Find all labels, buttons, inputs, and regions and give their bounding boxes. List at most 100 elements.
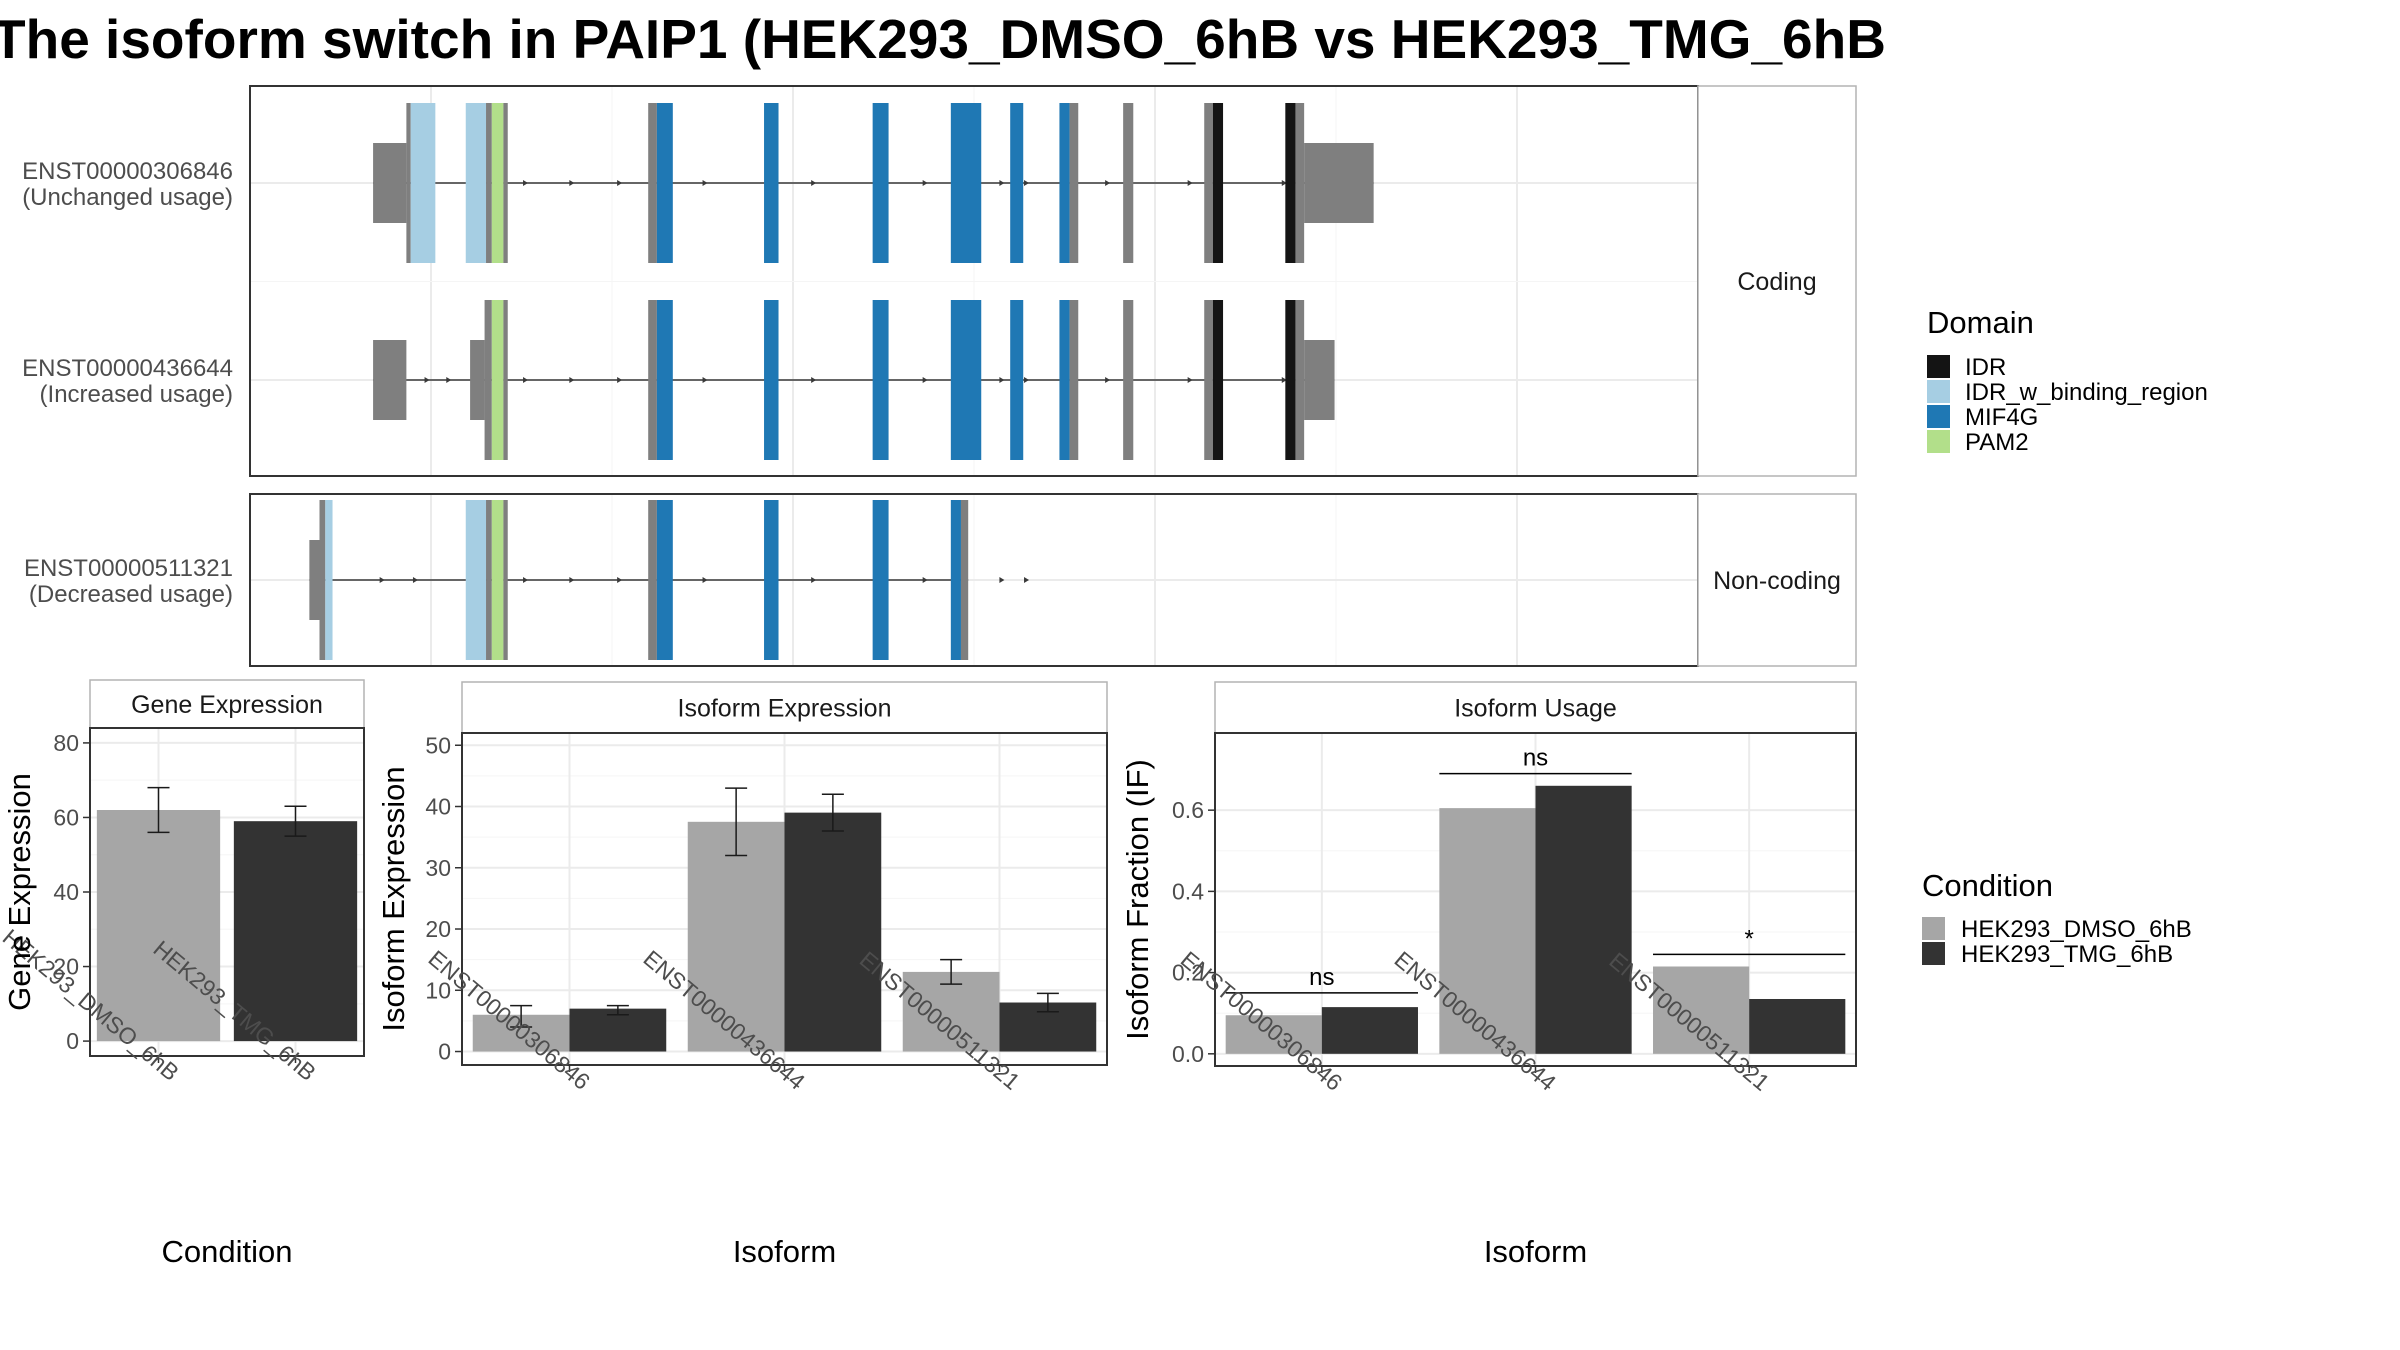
strand-arrow	[702, 180, 708, 186]
strand-arrow	[811, 180, 817, 186]
transcript-usage-label: (Decreased usage)	[29, 581, 233, 608]
strand-arrow	[569, 577, 575, 583]
domain-PAM2	[491, 300, 504, 460]
utr-exon	[309, 540, 320, 620]
legend-label: MIF4G	[1965, 404, 2038, 431]
y-tick-label: 30	[425, 855, 451, 881]
legend-key	[1922, 942, 1945, 965]
domain-MIF4G	[1059, 300, 1070, 460]
domain-IDR_w_binding_region	[325, 500, 333, 660]
legend-label: IDR_w_binding_region	[1965, 379, 2208, 406]
cds-exon	[486, 500, 492, 660]
strand-arrow	[1281, 180, 1287, 186]
strand-arrow	[811, 577, 817, 583]
strand-arrow	[617, 377, 623, 383]
domain-MIF4G	[1010, 103, 1024, 263]
strip-background	[1697, 493, 1857, 667]
strand-arrow	[617, 577, 623, 583]
domain-MIF4G	[764, 500, 779, 660]
domain-MIF4G	[656, 103, 673, 263]
strand-arrow	[1024, 180, 1030, 186]
strand-arrow	[523, 577, 529, 583]
bar	[569, 1008, 667, 1052]
x-axis-title: Condition	[162, 1234, 293, 1269]
strand-arrow	[702, 577, 708, 583]
bar	[1535, 785, 1632, 1054]
strand-arrow	[523, 180, 529, 186]
significance-label: ns	[1523, 745, 1548, 772]
transcript-usage-label: (Unchanged usage)	[22, 184, 233, 211]
legend-key	[1927, 355, 1950, 378]
strip-label: Gene Expression	[131, 691, 323, 719]
legend-label: PAM2	[1965, 429, 2029, 456]
strip-label: Isoform Usage	[1454, 695, 1617, 723]
cds-exon	[503, 500, 508, 660]
significance-label: ns	[1309, 964, 1334, 991]
strip-label: Isoform Expression	[678, 695, 892, 723]
strand-arrow	[446, 377, 452, 383]
strip-background	[1214, 681, 1857, 734]
strand-arrow	[1024, 377, 1030, 383]
domain-IDR_w_binding_region	[410, 103, 436, 263]
legend-title: Condition	[1922, 868, 2053, 903]
legend-title: Domain	[1927, 305, 2034, 340]
cds-exon	[1295, 103, 1305, 263]
strip-background	[89, 679, 365, 729]
figure-title: The isoform switch in PAIP1 (HEK293_DMSO…	[0, 8, 1886, 70]
domain-MIF4G	[1059, 103, 1070, 263]
bar	[902, 971, 1000, 1052]
strand-arrow	[523, 377, 529, 383]
y-axis-title: Isoform Expression	[376, 766, 411, 1031]
cds-exon	[1204, 300, 1213, 460]
y-axis-title: Isoform Fraction (IF)	[1120, 759, 1155, 1040]
isoform-usage-panel: Isoform Usagensns*0.00.20.40.6ENST000003…	[1120, 681, 1857, 1269]
cds-exon	[406, 103, 411, 263]
bar	[96, 810, 221, 1042]
transcript-ENST00000306846: ENST00000306846(Unchanged usage)	[22, 103, 1374, 263]
bar	[233, 821, 358, 1042]
cds-exon	[1123, 300, 1134, 460]
cds-exon	[1069, 300, 1079, 460]
cds-exon	[503, 103, 508, 263]
strand-arrow	[999, 577, 1005, 583]
isoform-expression-panel: Isoform Expression01020304050ENST0000030…	[376, 681, 1108, 1269]
significance-label: *	[1744, 925, 1753, 952]
legend-label: HEK293_TMG_6hB	[1961, 941, 2173, 968]
y-tick-label: 40	[425, 794, 451, 820]
strand-arrow	[424, 377, 430, 383]
strand-arrow	[1187, 377, 1193, 383]
domain-MIF4G	[950, 500, 961, 660]
cds-exon	[1204, 103, 1213, 263]
bar	[1653, 966, 1750, 1054]
domain-PAM2	[491, 103, 504, 263]
utr-exon	[1304, 143, 1374, 223]
cds-exon	[486, 103, 492, 263]
domain-IDR	[1212, 103, 1224, 263]
structure-panel-2: ENST00000511321(Decreased usage) Non-codi…	[24, 493, 1857, 667]
transcript-ENST00000511321: ENST00000511321(Decreased usage)	[24, 500, 1030, 660]
domain-MIF4G	[656, 500, 673, 660]
domain-MIF4G	[950, 300, 982, 460]
bar	[1225, 1015, 1322, 1054]
y-tick-label: 0.0	[1172, 1041, 1204, 1067]
bar	[1439, 808, 1536, 1054]
cds-exon	[960, 500, 969, 660]
legend-key	[1927, 380, 1950, 403]
y-tick-label: 0	[66, 1028, 79, 1054]
utr-exon	[470, 340, 485, 420]
domain-IDR	[1212, 300, 1224, 460]
strand-arrow	[569, 180, 575, 186]
domain-MIF4G	[872, 300, 889, 460]
utr-exon	[373, 143, 407, 223]
strand-arrow	[922, 377, 928, 383]
cds-exon	[319, 500, 326, 660]
x-axis-title: Isoform	[1484, 1234, 1587, 1269]
y-tick-label: 80	[53, 730, 79, 756]
strand-arrow	[379, 577, 385, 583]
y-tick-label: 60	[53, 804, 79, 830]
domain-MIF4G	[656, 300, 673, 460]
strip-label: Coding	[1737, 268, 1816, 296]
domain-MIF4G	[764, 300, 779, 460]
y-axis-title: Gene Expression	[2, 773, 37, 1011]
legend-label: HEK293_DMSO_6hB	[1961, 916, 2192, 943]
